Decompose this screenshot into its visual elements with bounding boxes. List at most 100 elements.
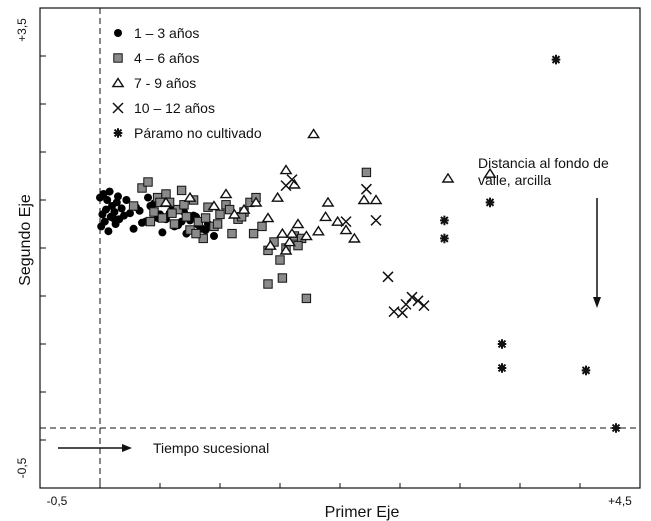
data-point-triangle: [249, 196, 263, 207]
x-axis-label: Primer Eje: [325, 504, 400, 521]
data-point-circle: [210, 232, 218, 240]
series-x: [280, 174, 430, 319]
data-point-square: [275, 255, 285, 265]
data-point-triangle: [369, 194, 383, 205]
data-point-square: [277, 273, 288, 283]
data-point-circle: [144, 193, 152, 202]
data-point-triangle: [159, 196, 173, 207]
data-point-circle: [114, 192, 122, 201]
data-point-x: [370, 214, 382, 226]
distancia-label-line: valle, arcilla: [478, 172, 551, 188]
data-point-square: [143, 177, 153, 187]
data-point-square: [248, 228, 259, 239]
data-point-triangle: [261, 212, 275, 223]
legend-marker-triangle: [111, 77, 125, 88]
y-axis-label: Segundo Eje: [17, 194, 34, 286]
data-point-triangle: [183, 191, 197, 202]
data-point-x: [396, 307, 408, 319]
data-point-square: [145, 216, 156, 227]
legend-label: Páramo no cultivado: [134, 125, 262, 141]
data-point-triangle: [331, 215, 345, 226]
data-point-triangle: [283, 236, 297, 247]
series-square: [128, 167, 372, 304]
data-point-circle: [104, 227, 113, 236]
data-point-circle: [103, 196, 112, 204]
data-point-triangle: [271, 191, 285, 202]
legend-label: 1 – 3 años: [134, 25, 199, 41]
data-point-triangle: [227, 208, 241, 219]
series-triangle: [159, 128, 497, 255]
data-point-x: [360, 183, 372, 195]
data-point-triangle: [347, 232, 361, 243]
data-point-triangle: [319, 210, 333, 222]
legend: 1 – 3 años 4 – 6 años 7 - 9 años 10 – 12 añ…: [111, 25, 262, 141]
data-point-triangle: [311, 225, 325, 236]
data-point-circle: [126, 209, 134, 218]
data-point-triangle: [307, 128, 321, 139]
data-point-square: [361, 167, 372, 178]
y-tick-label-max: +3,5: [15, 18, 29, 42]
data-point-triangle: [357, 194, 371, 205]
data-point-triangle: [279, 164, 293, 175]
data-point-circle: [109, 214, 118, 222]
data-point-x: [418, 300, 430, 312]
data-point-square: [200, 213, 211, 223]
x-tick-label-max: +4,5: [608, 494, 632, 508]
data-point-asterisk: [551, 54, 561, 65]
data-point-circle: [105, 187, 114, 196]
data-point-square: [179, 200, 189, 210]
distancia-arrow-head: [593, 297, 601, 308]
data-point-triangle: [237, 203, 251, 214]
legend-marker-x: [112, 102, 124, 114]
series-asterisk: [440, 54, 621, 433]
data-point-circle: [99, 190, 108, 198]
annotations: Tiempo sucesional Distancia al fondo de va…: [58, 155, 609, 456]
data-point-square: [263, 279, 273, 289]
data-point-x: [412, 295, 424, 307]
data-point-triangle: [279, 244, 293, 255]
data-point-x: [382, 271, 394, 283]
data-point-triangle: [299, 230, 313, 241]
legend-marker-asterisk: [113, 128, 123, 138]
y-tick-label-min: -0,5: [15, 457, 29, 478]
data-point-circle: [129, 224, 138, 233]
data-point-circle: [115, 215, 124, 224]
tiempo-label: Tiempo sucesional: [153, 440, 269, 456]
data-point-x: [286, 174, 298, 186]
data-point-square: [227, 228, 237, 239]
legend-marker-square: [113, 53, 123, 63]
data-point-circle: [117, 204, 126, 213]
tiempo-arrow-head: [122, 444, 132, 452]
data-point-triangle: [275, 227, 289, 238]
plot-frame: [39, 7, 641, 489]
data-point-square: [169, 219, 180, 229]
legend-label: 4 – 6 años: [134, 50, 199, 66]
data-point-square: [128, 201, 139, 211]
data-point-circle: [122, 196, 131, 204]
data-point-square: [167, 208, 177, 218]
data-point-triangle: [339, 224, 353, 235]
data-point-asterisk: [611, 423, 621, 433]
data-point-triangle: [291, 218, 305, 229]
legend-label: 10 – 12 años: [134, 100, 215, 116]
data-point-triangle: [321, 196, 335, 207]
plot-border: [39, 7, 641, 489]
data-point-asterisk: [581, 365, 591, 376]
data-point-triangle: [441, 172, 455, 183]
data-point-square: [212, 219, 223, 229]
data-point-square: [137, 183, 147, 193]
legend-label: 7 - 9 años: [134, 75, 196, 91]
data-point-square: [149, 207, 159, 217]
data-point-circle: [201, 226, 210, 234]
data-point-triangle: [483, 167, 497, 178]
legend-marker-circle: [114, 29, 122, 37]
data-point-circle: [158, 228, 167, 237]
reference-lines: [40, 8, 640, 488]
data-point-square: [257, 221, 267, 232]
data-point-square: [191, 228, 201, 239]
data-point-square: [181, 212, 192, 222]
data-point-square: [301, 293, 312, 304]
data-point-triangle: [263, 239, 277, 250]
data-point-asterisk: [440, 233, 449, 244]
data-point-square: [215, 209, 225, 220]
